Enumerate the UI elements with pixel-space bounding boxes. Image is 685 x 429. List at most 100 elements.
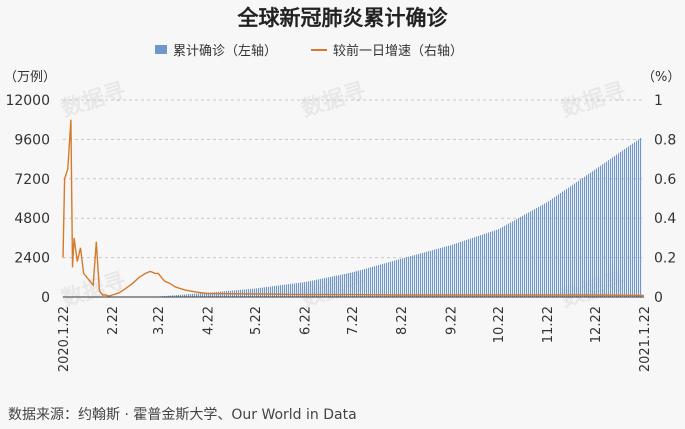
bar-cumulative <box>570 186 572 297</box>
bar-cumulative <box>408 256 410 297</box>
bar-cumulative <box>430 250 432 297</box>
bar-cumulative <box>520 216 522 297</box>
x-tick-label: 7.22 <box>346 306 361 335</box>
bar-cumulative <box>192 293 194 297</box>
bar-cumulative <box>510 222 512 297</box>
left-tick-label: 0 <box>41 290 50 306</box>
bar-cumulative <box>322 278 324 297</box>
bar-cumulative <box>578 180 580 297</box>
right-tick-label: 1 <box>654 93 663 109</box>
bar-cumulative <box>632 143 634 297</box>
bar-cumulative <box>378 265 380 297</box>
bar-cumulative <box>538 206 540 297</box>
bar-cumulative <box>182 294 184 297</box>
bar-cumulative <box>462 241 464 297</box>
bar-cumulative <box>170 295 172 297</box>
bar-cumulative <box>214 292 216 297</box>
bar-cumulative <box>614 156 616 297</box>
bar-cumulative <box>268 286 270 297</box>
bar-cumulative <box>212 292 214 297</box>
bar-cumulative <box>178 294 180 297</box>
bar-cumulative <box>344 273 346 297</box>
bar-cumulative <box>454 243 456 297</box>
bar-cumulative <box>398 259 400 297</box>
bar-cumulative <box>394 260 396 297</box>
bar-cumulative <box>596 168 598 297</box>
bar-cumulative <box>556 195 558 297</box>
bar-cumulative <box>250 288 252 297</box>
right-axis-unit: （%） <box>642 70 681 85</box>
bar-cumulative <box>298 282 300 297</box>
bar-cumulative <box>262 287 264 297</box>
bar-cumulative <box>252 288 254 297</box>
bar-cumulative <box>334 276 336 297</box>
bar-cumulative <box>508 223 510 297</box>
bar-cumulative <box>598 167 600 297</box>
bar-cumulative <box>258 288 260 297</box>
bar-cumulative <box>186 294 188 297</box>
bar-cumulative <box>370 267 372 297</box>
bar-cumulative <box>638 139 640 297</box>
bar-cumulative <box>464 240 466 297</box>
x-tick-label: 8.22 <box>395 306 410 335</box>
bar-cumulative <box>542 204 544 297</box>
bar-cumulative <box>348 273 350 297</box>
bar-cumulative <box>324 278 326 297</box>
bar-cumulative <box>528 212 530 297</box>
bar-cumulative <box>432 250 434 297</box>
bar-cumulative <box>276 285 278 297</box>
bar-cumulative <box>202 293 204 297</box>
legend-swatch-bar <box>155 45 167 54</box>
bar-cumulative <box>444 246 446 297</box>
bar-cumulative <box>360 270 362 297</box>
bar-cumulative <box>392 261 394 297</box>
bar-cumulative <box>326 277 328 297</box>
bar-cumulative <box>452 244 454 297</box>
bar-cumulative <box>390 261 392 297</box>
bar-cumulative <box>590 172 592 297</box>
chart-title: 全球新冠肺炎累计确诊 <box>237 6 448 30</box>
bar-cumulative <box>612 157 614 297</box>
bar-cumulative <box>196 293 198 297</box>
bar-cumulative <box>604 162 606 297</box>
bar-cumulative <box>456 243 458 297</box>
bar-cumulative <box>448 245 450 297</box>
bar-cumulative <box>400 258 402 297</box>
bar-cumulative <box>270 286 272 297</box>
bar-cumulative <box>636 140 638 297</box>
bar-cumulative <box>418 253 420 297</box>
bar-cumulative <box>374 266 376 297</box>
bar-cumulative <box>572 184 574 297</box>
legend-swatch-line <box>311 48 328 51</box>
bar-cumulative <box>172 295 174 297</box>
bar-cumulative <box>442 247 444 297</box>
bar-cumulative <box>554 197 556 297</box>
bar-cumulative <box>176 295 178 297</box>
bar-cumulative <box>548 201 550 297</box>
bar-cumulative <box>366 268 368 297</box>
bar-cumulative <box>264 287 266 297</box>
bar-cumulative <box>420 253 422 297</box>
bar-cumulative <box>362 269 364 297</box>
bar-cumulative <box>426 251 428 297</box>
left-tick-label: 7200 <box>14 172 50 188</box>
bar-cumulative <box>260 287 262 297</box>
legend: 累计确诊（左轴） 较前一日增速（右轴） <box>155 40 463 59</box>
bar-cumulative <box>338 275 340 297</box>
bar-cumulative <box>592 171 594 297</box>
bar-cumulative <box>630 144 632 297</box>
bar-cumulative <box>288 284 290 297</box>
bar-cumulative <box>624 149 626 297</box>
bar-cumulative <box>272 286 274 297</box>
bar-cumulative <box>474 237 476 297</box>
left-tick-label: 4800 <box>14 211 50 227</box>
bar-cumulative <box>634 142 636 297</box>
legend-label-cumulative: 累计确诊（左轴） <box>173 44 278 59</box>
bar-cumulative <box>208 292 210 297</box>
bar-cumulative <box>340 274 342 297</box>
bar-cumulative <box>180 294 182 297</box>
bar-cumulative <box>266 287 268 297</box>
bar-cumulative <box>358 270 360 297</box>
bar-cumulative <box>274 286 276 297</box>
